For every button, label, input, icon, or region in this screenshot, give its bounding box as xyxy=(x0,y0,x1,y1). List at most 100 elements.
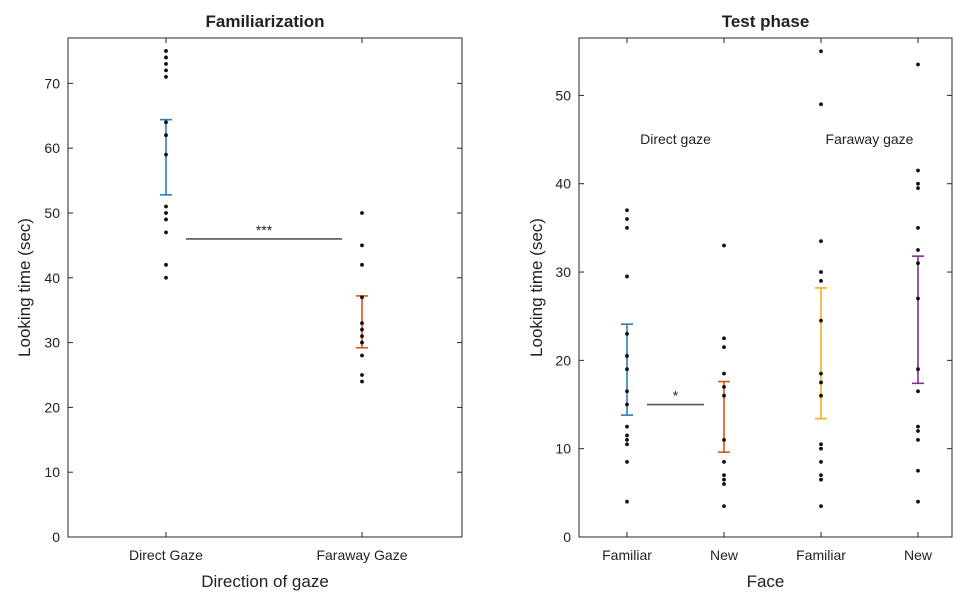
chart-panel-2: Test phase 0 10 20 30 40 50 Familiar New Familiar… xyxy=(527,12,953,591)
data-point xyxy=(625,437,629,442)
data-point xyxy=(819,442,823,447)
x-tick-label: New xyxy=(904,547,933,563)
data-point xyxy=(916,168,920,173)
data-point xyxy=(722,393,726,398)
y-tick-label: 20 xyxy=(44,399,60,415)
data-point xyxy=(625,274,629,279)
y-tick-label: 30 xyxy=(555,264,571,280)
y-tick-label: 40 xyxy=(44,270,60,286)
data-point xyxy=(722,345,726,350)
data-point xyxy=(722,384,726,389)
data-point xyxy=(625,354,629,358)
data-point xyxy=(916,437,920,442)
data-point xyxy=(360,373,364,377)
data-point xyxy=(164,68,168,73)
data-point xyxy=(360,327,364,332)
data-point xyxy=(164,49,168,53)
x-tick-label: Familiar xyxy=(796,547,846,563)
data-point xyxy=(722,243,726,248)
data-point xyxy=(722,371,726,376)
y-tick-label: 60 xyxy=(44,140,60,156)
x-axis-label: Face xyxy=(747,572,785,591)
data-point xyxy=(360,211,364,215)
data-point xyxy=(164,133,168,138)
y-tick-label: 30 xyxy=(44,335,60,351)
data-point xyxy=(625,367,629,372)
data-point xyxy=(164,230,168,235)
data-point xyxy=(625,331,629,336)
data-point xyxy=(722,504,726,508)
data-point xyxy=(625,442,629,447)
data-point xyxy=(819,504,823,508)
data-point xyxy=(164,120,168,125)
data-point xyxy=(819,278,823,283)
y-tick-label: 10 xyxy=(555,441,571,457)
y-axis-label: Looking time (sec) xyxy=(527,218,546,357)
data-point xyxy=(916,181,920,186)
data-point xyxy=(819,270,823,274)
data-point xyxy=(164,152,168,157)
data-point xyxy=(625,208,629,213)
data-point xyxy=(360,353,364,358)
data-point xyxy=(625,499,629,504)
data-point xyxy=(819,393,823,398)
data-point xyxy=(916,296,920,301)
data-point xyxy=(722,336,726,341)
data-point xyxy=(916,367,920,372)
data-point xyxy=(916,62,920,67)
data-point xyxy=(360,334,364,339)
x-axis-label: Direction of gaze xyxy=(201,572,329,591)
data-point xyxy=(916,248,920,252)
data-point xyxy=(819,49,823,54)
data-point xyxy=(916,429,920,433)
y-tick-label: 50 xyxy=(44,205,60,221)
x-tick-label: Faraway Gaze xyxy=(316,547,407,563)
chart-panel-1: Familiarization 0 10 20 30 40 50 60 70 Direct Gaz… xyxy=(15,12,463,591)
data-point xyxy=(625,433,629,438)
data-point xyxy=(916,424,920,429)
data-point xyxy=(819,371,823,376)
data-point xyxy=(916,186,920,191)
y-tick-label: 0 xyxy=(52,529,60,545)
x-tick-label: New xyxy=(710,547,739,563)
data-point xyxy=(360,295,364,300)
data-point xyxy=(819,460,823,464)
data-point xyxy=(916,261,920,266)
annotation: Direct gaze xyxy=(640,131,711,147)
y-tick-label: 70 xyxy=(44,75,60,91)
data-point xyxy=(819,446,823,451)
y-axis-label: Looking time (sec) xyxy=(15,218,34,357)
data-point xyxy=(916,468,920,473)
chart-title: Familiarization xyxy=(205,12,324,31)
data-point xyxy=(360,321,364,326)
y-tick-label: 40 xyxy=(555,176,571,192)
y-tick-label: 20 xyxy=(555,352,571,368)
data-point xyxy=(819,477,823,482)
data-point xyxy=(164,204,168,209)
data-point xyxy=(164,211,168,215)
data-point xyxy=(164,275,168,280)
data-point xyxy=(360,262,364,267)
data-point xyxy=(722,482,726,486)
data-point xyxy=(360,340,364,345)
data-point xyxy=(916,499,920,504)
significance-label: *** xyxy=(256,222,273,238)
data-point xyxy=(625,217,629,221)
x-tick-label: Direct Gaze xyxy=(129,547,203,563)
chart-title: Test phase xyxy=(722,12,810,31)
data-point xyxy=(819,473,823,478)
data-point xyxy=(360,243,364,248)
data-point xyxy=(625,389,629,394)
data-point xyxy=(164,74,168,79)
annotation: Faraway gaze xyxy=(826,131,914,147)
data-point xyxy=(360,379,364,384)
x-tick-label: Familiar xyxy=(602,547,652,563)
data-point xyxy=(819,102,823,107)
data-point xyxy=(819,380,823,385)
y-tick-label: 50 xyxy=(555,87,571,103)
data-point xyxy=(722,437,726,442)
data-point xyxy=(722,473,726,478)
data-point xyxy=(164,262,168,267)
significance-label: * xyxy=(673,388,679,404)
